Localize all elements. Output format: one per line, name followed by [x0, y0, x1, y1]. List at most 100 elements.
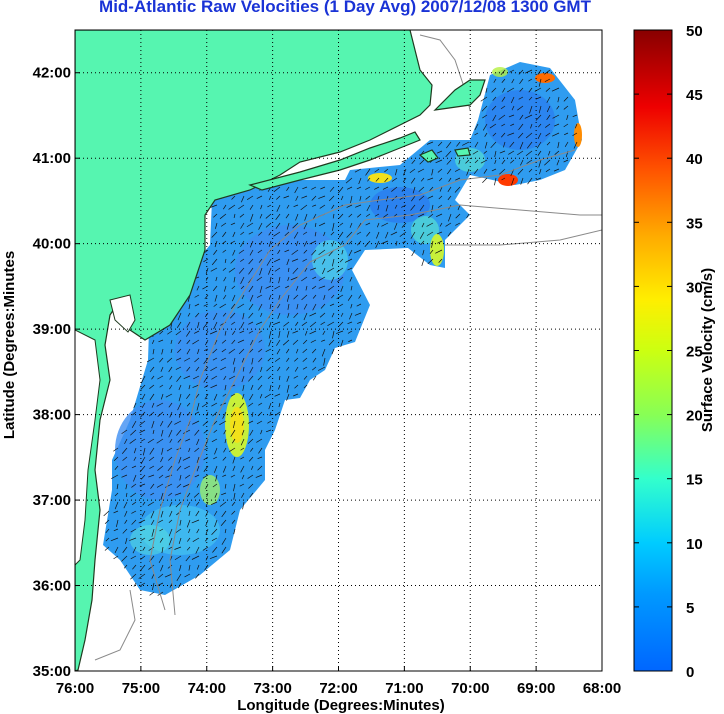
velocity-vector: [160, 492, 164, 500]
velocity-vector: [399, 231, 407, 237]
velocity-vector: [376, 222, 380, 228]
velocity-vector: [410, 204, 416, 211]
velocity-vector: [214, 447, 218, 455]
velocity-vector: [500, 105, 506, 110]
velocity-vector: [260, 204, 263, 210]
velocity-vector: [418, 213, 425, 218]
velocity-vector: [539, 168, 542, 175]
velocity-vector: [394, 222, 398, 230]
velocity-vector: [214, 519, 218, 528]
velocity-vector: [283, 321, 290, 327]
velocity-vector: [283, 195, 290, 199]
velocity-vector: [462, 141, 470, 146]
x-tick-label: 68:00: [583, 680, 621, 697]
velocity-vector: [241, 474, 245, 480]
velocity-vector: [528, 78, 533, 82]
velocity-vector: [209, 330, 218, 335]
velocity-vector: [348, 249, 353, 257]
velocity-vector: [169, 501, 173, 507]
velocity-vector: [148, 411, 155, 417]
velocity-vector: [519, 114, 524, 120]
velocity-vector: [535, 114, 542, 121]
velocity-vector: [248, 267, 254, 275]
velocity-vector: [232, 456, 236, 464]
velocity-vector: [447, 231, 452, 237]
velocity-vector: [501, 123, 506, 127]
velocity-vector: [498, 114, 506, 120]
velocity-vector: [312, 357, 317, 363]
velocity-vector: [259, 267, 263, 276]
velocity-vector: [141, 375, 146, 384]
velocity-vector: [374, 168, 380, 173]
velocity-vector: [447, 186, 452, 192]
velocity-vector: [309, 240, 317, 245]
velocity-vector: [210, 501, 218, 505]
velocity-vector: [168, 366, 173, 373]
velocity-vector: [241, 294, 245, 300]
velocity-vector: [223, 285, 227, 292]
velocity-vector: [485, 87, 488, 93]
velocity-vector: [510, 96, 515, 104]
velocity-vector: [519, 141, 524, 150]
velocity-vector: [232, 465, 236, 471]
y-tick-label: 38:00: [33, 407, 71, 424]
velocity-vector: [194, 474, 200, 478]
velocity-vector: [268, 321, 272, 328]
velocity-vector: [545, 87, 551, 92]
velocity-vector: [311, 285, 317, 290]
velocity-vector: [232, 231, 236, 238]
velocity-vector: [323, 294, 326, 300]
velocity-vector: [411, 249, 416, 257]
velocity-vector: [250, 447, 254, 452]
velocity-vector: [305, 285, 308, 291]
velocity-vector: [219, 213, 227, 220]
velocity-vector: [340, 312, 344, 317]
velocity-vector: [186, 519, 191, 528]
velocity-vector: [249, 429, 254, 436]
velocity-vector: [302, 231, 308, 235]
velocity-vector: [509, 69, 515, 73]
velocity-vector: [130, 573, 137, 580]
velocity-vector: [151, 420, 155, 429]
delaware-bay: [109, 294, 136, 333]
velocity-vector: [346, 231, 353, 238]
velocity-vector: [248, 483, 254, 489]
velocity-vector: [239, 213, 245, 218]
velocity-vector: [556, 105, 560, 110]
velocity-vector: [493, 78, 497, 83]
velocity-vector: [312, 303, 317, 311]
velocity-vector: [151, 528, 155, 537]
velocity-vector: [113, 510, 119, 514]
velocity-vector: [204, 384, 209, 388]
velocity-vector: [192, 339, 200, 345]
y-tick-label: 35:00: [33, 663, 71, 680]
velocity-vector: [395, 240, 398, 246]
y-tick-label: 40:00: [33, 236, 71, 253]
velocity-vector: [167, 564, 173, 569]
velocity-vector: [249, 366, 254, 374]
velocity-vector: [188, 303, 191, 310]
velocity-vector: [240, 438, 245, 446]
velocity-vector: [374, 186, 380, 190]
velocity-vector: [447, 195, 452, 201]
velocity-vector: [230, 474, 236, 478]
velocity-vector: [314, 231, 317, 237]
velocity-vector: [248, 303, 254, 311]
velocity-vector: [193, 375, 200, 380]
velocity-vector: [138, 519, 146, 524]
velocity-vector: [501, 96, 506, 102]
velocity-vector: [518, 69, 524, 75]
velocity-vector: [214, 339, 218, 345]
velocity-vector: [203, 321, 209, 329]
velocity-vector: [365, 222, 371, 226]
velocity-vector: [185, 474, 191, 479]
velocity-vector: [256, 276, 263, 281]
velocity-vector: [439, 177, 443, 182]
velocity-vector: [214, 240, 218, 248]
velocity-vector: [311, 195, 317, 201]
velocity-vector: [240, 222, 245, 229]
velocity-vector: [211, 231, 218, 238]
land: [75, 30, 486, 671]
velocity-vector: [255, 474, 263, 478]
velocity-vector: [474, 141, 479, 148]
